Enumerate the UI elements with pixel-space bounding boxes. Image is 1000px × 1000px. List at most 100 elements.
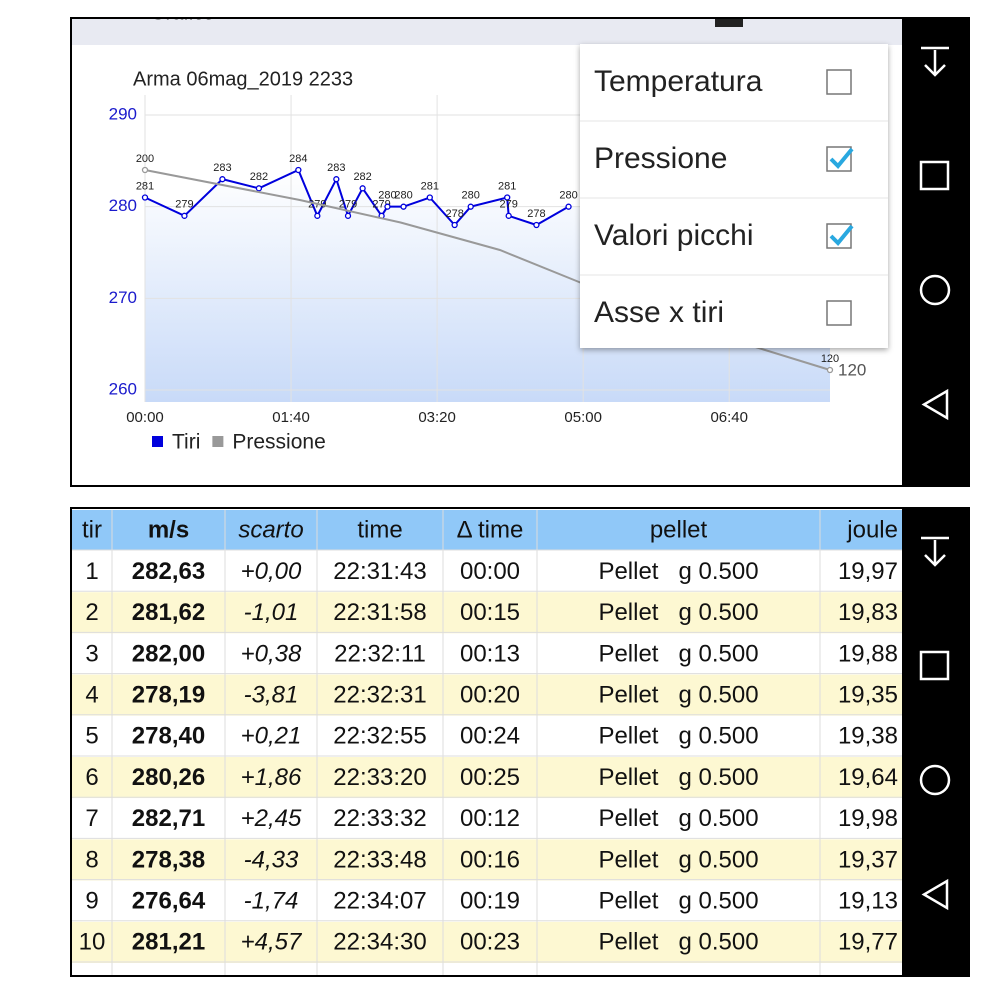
table-cell: Pellet g 0.500 — [598, 846, 758, 873]
table-row — [72, 674, 902, 716]
point — [141, 166, 149, 174]
table-cell: pellet — [650, 516, 708, 543]
data-label: 120 — [821, 353, 839, 365]
table-cell: 281,21 — [132, 929, 205, 956]
table-cell: 00:00 — [460, 558, 520, 585]
x-tick-label: 03:20 — [418, 409, 456, 426]
table-cell: +0,21 — [241, 723, 302, 750]
point — [426, 194, 433, 201]
table-cell: 19,88 — [838, 640, 898, 667]
point — [565, 203, 572, 210]
point — [295, 166, 302, 174]
table-cell: 00:24 — [460, 723, 520, 750]
point — [333, 176, 340, 183]
nav-bar — [902, 19, 969, 485]
table-row — [72, 592, 902, 634]
table-cell: 281,62 — [132, 599, 205, 626]
data-label: 281 — [498, 180, 516, 192]
table-cell: 22:34:30 — [333, 929, 426, 956]
table-cell: 19,98 — [838, 805, 898, 832]
data-label: 284 — [289, 153, 307, 165]
table-cell: 19,38 — [838, 723, 898, 750]
table-cell: 22:32:11 — [334, 640, 426, 667]
table-cell: m/s — [148, 516, 189, 543]
table-cell: 22:33:32 — [333, 805, 426, 832]
table-cell: 1 — [85, 558, 98, 585]
y-tick-label: 280 — [109, 196, 137, 215]
table-cell: Pellet g 0.500 — [598, 929, 758, 956]
chart-title: Arma 06mag_2019 2233 — [133, 68, 353, 90]
data-label: 283 — [213, 162, 231, 174]
table-cell: 00:19 — [460, 888, 520, 915]
table-cell: +4,57 — [241, 929, 303, 956]
data-label: 280 — [378, 190, 396, 202]
table-row — [72, 880, 902, 922]
table-cell: tir — [82, 516, 102, 543]
table-cell: 00:15 — [460, 599, 520, 626]
table-cell: 22:34:07 — [333, 888, 426, 915]
table-cell: Pellet g 0.500 — [598, 682, 758, 709]
table-cell: +1,86 — [241, 764, 302, 791]
data-label: 200 — [136, 153, 154, 165]
checkmark — [829, 147, 854, 169]
table-cell: 22:31:43 — [333, 558, 426, 585]
menu-item-label[interactable]: Temperatura — [594, 65, 763, 98]
table-cell: joule — [846, 516, 898, 543]
point — [533, 221, 540, 229]
app-bar — [72, 19, 902, 45]
chart-screen: Grafico Arma 06mag_2019 2233 00:00 01:40 0… — [72, 19, 902, 454]
table-cell: 6 — [85, 764, 98, 791]
nav-icons[interactable] — [919, 46, 951, 421]
table-cell: 7 — [85, 805, 98, 832]
data-label: 279 — [339, 199, 357, 211]
table-cell: -1,74 — [244, 888, 299, 915]
x-tick-label: 06:40 — [710, 409, 748, 426]
point — [504, 194, 511, 201]
table-cell: Pellet g 0.500 — [598, 723, 758, 750]
table-cell: 22:33:20 — [333, 764, 426, 791]
table-row — [72, 551, 902, 593]
table-cell: 00:13 — [460, 640, 520, 667]
table-cell: 282,63 — [132, 558, 205, 585]
point — [451, 221, 458, 229]
checkbox[interactable] — [826, 300, 852, 326]
data-label: 283 — [327, 162, 345, 174]
table-cell: 00:20 — [460, 682, 520, 709]
table-cell: 22:33:48 — [333, 846, 426, 873]
table-cell: 22:31:58 — [333, 599, 426, 626]
table-cell: -1,01 — [244, 599, 299, 626]
table-cell: 276,64 — [132, 888, 206, 915]
table-cell: Δ time — [457, 516, 524, 543]
table-cell: 278,40 — [132, 723, 205, 750]
table-cell: 9 — [85, 888, 98, 915]
table-cell: Pellet g 0.500 — [598, 888, 758, 915]
table-screen: tir m/s scarto time Δ time pellet joule 1 282,63… — [72, 510, 902, 975]
checkbox[interactable] — [826, 69, 852, 95]
point — [255, 185, 263, 192]
menu-item-label[interactable]: Pressione — [594, 142, 727, 175]
table-cell: 4 — [85, 682, 98, 709]
table-cell: 19,35 — [838, 682, 898, 709]
table-cell: -3,81 — [244, 682, 299, 709]
point — [384, 203, 391, 210]
point — [826, 366, 834, 374]
menu-item-label[interactable]: Valori picchi — [594, 219, 754, 252]
data-label: 280 — [559, 190, 577, 202]
legend-swatch — [152, 436, 163, 447]
icon[interactable] — [715, 19, 743, 27]
table-row — [72, 839, 902, 881]
table-cell: scarto — [238, 516, 303, 543]
point — [219, 176, 226, 183]
data-label: 278 — [445, 208, 463, 220]
table-cell: Pellet g 0.500 — [598, 805, 758, 832]
table-cell: +2,45 — [241, 805, 302, 832]
menu-item-label[interactable]: Asse x tiri — [594, 296, 724, 329]
nav-icons[interactable] — [919, 536, 951, 911]
table-cell: 280,26 — [132, 764, 205, 791]
point — [359, 185, 366, 192]
table-cell: 278,19 — [132, 682, 205, 709]
data-label: 280 — [394, 190, 412, 202]
table-cell: 19,83 — [838, 599, 898, 626]
table-cell: 19,64 — [838, 764, 898, 791]
